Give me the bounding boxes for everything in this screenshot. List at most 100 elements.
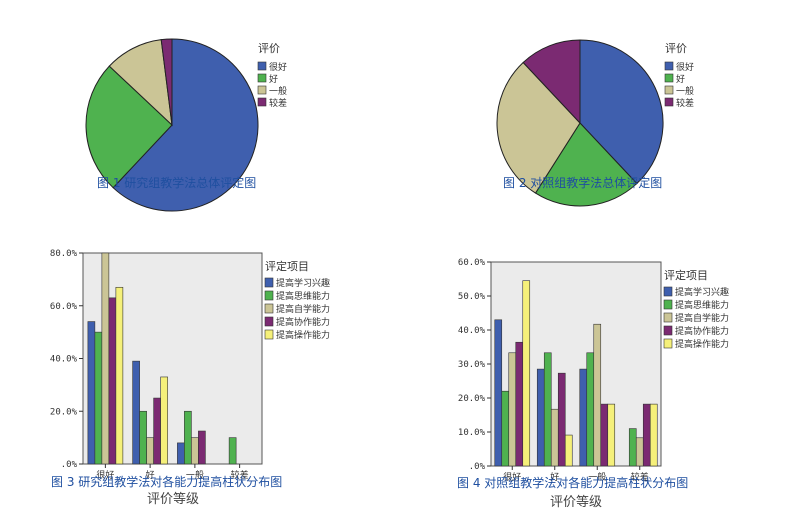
y-tick-label: 50.0% bbox=[458, 292, 486, 302]
bar-提高学习兴趣-好 bbox=[536, 368, 545, 467]
bar-提高操作能力-很好 bbox=[115, 286, 124, 465]
y-tick-label: 40.0% bbox=[458, 326, 486, 336]
legend-label: 提高学习兴趣 bbox=[276, 277, 330, 289]
legend-swatch bbox=[264, 316, 274, 327]
legend-label: 提高思维能力 bbox=[675, 299, 729, 311]
bar-chart-5: 80.0% 60.0% 40.0% 20.0% .0% 很好 好 一般 较差 评定项目提高学习兴趣… bbox=[50, 249, 330, 507]
legend-swatch bbox=[663, 312, 673, 323]
legend-label: 提高协作能力 bbox=[675, 325, 729, 337]
legend-swatch bbox=[264, 303, 274, 314]
bar-提高协作能力-较差 bbox=[642, 403, 651, 467]
legend-label: 很好 bbox=[676, 61, 694, 73]
legend-swatch bbox=[264, 277, 274, 288]
bar-提高学习兴趣-很好 bbox=[87, 321, 96, 465]
bar-提高学习兴趣-一般 bbox=[579, 368, 588, 467]
bar-提高学习兴趣-一般 bbox=[177, 442, 185, 465]
x-tick-label: 很好 bbox=[96, 469, 114, 481]
bar-提高思维能力-很好 bbox=[501, 390, 510, 467]
bar-提高思维能力-一般 bbox=[586, 352, 595, 467]
bar-提高协作能力-一般 bbox=[198, 430, 206, 465]
x-tick-label: 一般 bbox=[588, 471, 606, 483]
bar-提高思维能力-很好 bbox=[94, 331, 103, 465]
y-tick-label: 20.0% bbox=[50, 407, 78, 417]
legend-swatch bbox=[663, 286, 673, 297]
legend-label: 提高操作能力 bbox=[276, 329, 330, 341]
bar-提高协作能力-好 bbox=[557, 372, 566, 467]
legend-swatch bbox=[664, 85, 674, 95]
legend-label: 提高思维能力 bbox=[276, 290, 330, 302]
bar-提高协作能力-很好 bbox=[515, 341, 524, 467]
legend-title: 评价 bbox=[258, 42, 280, 55]
bar-提高思维能力-较差 bbox=[228, 437, 237, 465]
pie-slice-好 bbox=[534, 122, 638, 207]
y-tick-label: 60.0% bbox=[458, 258, 486, 268]
legend-swatch bbox=[257, 85, 267, 95]
x-tick-label: 较差 bbox=[231, 469, 249, 481]
legend-label: 提高自学能力 bbox=[276, 303, 330, 315]
legend-swatch bbox=[264, 329, 274, 340]
legend-label: 好 bbox=[269, 73, 278, 85]
x-tick-label: 好 bbox=[146, 469, 155, 481]
y-tick-label: 20.0% bbox=[458, 394, 486, 404]
bar-提高思维能力-一般 bbox=[184, 410, 192, 465]
pie-slice-好 bbox=[85, 65, 173, 189]
legend-swatch bbox=[663, 299, 673, 310]
pie-slice-较差 bbox=[522, 39, 581, 125]
bar-提高思维能力-好 bbox=[543, 352, 552, 467]
legend-swatch bbox=[664, 73, 674, 83]
bar-提高自学能力-很好 bbox=[101, 252, 110, 465]
figure-caption: 图 2 对照组教学法总体评定图 bbox=[503, 175, 662, 190]
y-tick-label: .0% bbox=[469, 462, 486, 472]
legend-title: 评定项目 bbox=[265, 259, 309, 273]
bar-提高自学能力-较差 bbox=[635, 437, 644, 467]
bar-提高自学能力-一般 bbox=[191, 437, 199, 465]
legend-swatch bbox=[664, 61, 674, 71]
bar-提高操作能力-较差 bbox=[649, 403, 658, 467]
pie-slice-很好 bbox=[579, 39, 664, 185]
bar-提高思维能力-较差 bbox=[628, 428, 637, 467]
bar-提高学习兴趣-好 bbox=[132, 360, 140, 465]
bar-提高操作能力-好 bbox=[564, 434, 573, 467]
y-tick-label: 30.0% bbox=[458, 360, 486, 370]
bar-提高协作能力-一般 bbox=[600, 403, 609, 467]
bar-提高协作能力-很好 bbox=[108, 297, 117, 465]
legend-swatch bbox=[663, 338, 673, 349]
pie-slice-较差 bbox=[160, 38, 173, 126]
x-axis-label: 评价等级 bbox=[550, 494, 602, 510]
legend-swatch bbox=[257, 61, 267, 71]
legend-label: 提高自学能力 bbox=[675, 312, 729, 324]
legend-title: 评价 bbox=[665, 42, 687, 55]
x-axis-label: 评价等级 bbox=[147, 491, 199, 507]
legend-label: 很好 bbox=[269, 61, 287, 73]
bar-chart-6: 60.0% 50.0% 40.0% 30.0% 20.0% 10.0% .0% 很好 好 一般 较差… bbox=[457, 258, 729, 510]
legend-swatch bbox=[663, 325, 673, 336]
figure-caption: 图 3 研究组教学法对各能力提高柱状分布图 bbox=[51, 474, 282, 489]
bar-提高自学能力-好 bbox=[550, 408, 559, 467]
figure-caption: 图 4 对照组教学法对各能力提高柱状分布图 bbox=[457, 475, 688, 490]
bar-提高自学能力-好 bbox=[146, 437, 154, 465]
legend-label: 好 bbox=[676, 73, 685, 85]
legend-swatch bbox=[257, 97, 267, 107]
figure-caption: 图 1 研究组教学法总体评定图 bbox=[97, 175, 256, 190]
legend-label: 较差 bbox=[676, 97, 694, 109]
y-tick-label: 60.0% bbox=[50, 302, 78, 312]
legend-label: 较差 bbox=[269, 97, 287, 109]
y-tick-label: 80.0% bbox=[50, 249, 78, 259]
legend-label: 一般 bbox=[676, 85, 694, 97]
x-tick-label: 较差 bbox=[631, 471, 649, 483]
bar-提高学习兴趣-很好 bbox=[494, 319, 503, 467]
y-tick-label: .0% bbox=[61, 460, 78, 470]
legend-label: 提高协作能力 bbox=[276, 316, 330, 328]
x-tick-label: 一般 bbox=[186, 469, 204, 481]
x-tick-label: 好 bbox=[550, 471, 559, 483]
bar-提高思维能力-好 bbox=[139, 410, 147, 465]
bar-提高自学能力-一般 bbox=[593, 323, 602, 467]
bar-提高操作能力-好 bbox=[160, 376, 168, 465]
bar-提高自学能力-很好 bbox=[508, 352, 517, 467]
pie-slice-很好 bbox=[112, 38, 259, 212]
legend-swatch bbox=[257, 73, 267, 83]
bar-提高操作能力-一般 bbox=[607, 403, 616, 467]
